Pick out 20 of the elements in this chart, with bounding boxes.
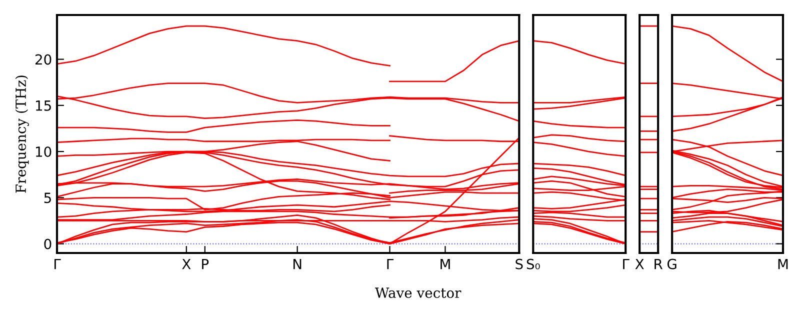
x-tick-label: Γ	[54, 258, 61, 270]
x-tick-label: Γ	[387, 258, 394, 270]
x-tick-label: M	[778, 258, 788, 270]
x-tick-label: X	[182, 258, 191, 270]
x-tick-label: P	[202, 258, 209, 270]
y-tick-label: 15	[36, 100, 51, 111]
x-axis-title: Wave vector	[375, 288, 462, 298]
x-tick-label: N	[293, 258, 302, 270]
y-tick-label: 0	[44, 238, 52, 250]
x-tick-label: R	[654, 258, 663, 270]
y-axis-title: Frequency (THz)	[15, 76, 29, 193]
x-tick-label: G	[667, 258, 676, 270]
x-tick-label: M	[440, 258, 450, 270]
y-tick-label: 10	[36, 146, 52, 157]
y-tick-label: 20	[35, 54, 52, 65]
y-tick-label: 5	[44, 192, 51, 204]
x-tick-label: S	[516, 258, 523, 270]
x-tick-label: Γ	[623, 258, 630, 270]
x-tick-label: X	[635, 258, 644, 270]
x-tick-label: S₀	[526, 258, 540, 270]
